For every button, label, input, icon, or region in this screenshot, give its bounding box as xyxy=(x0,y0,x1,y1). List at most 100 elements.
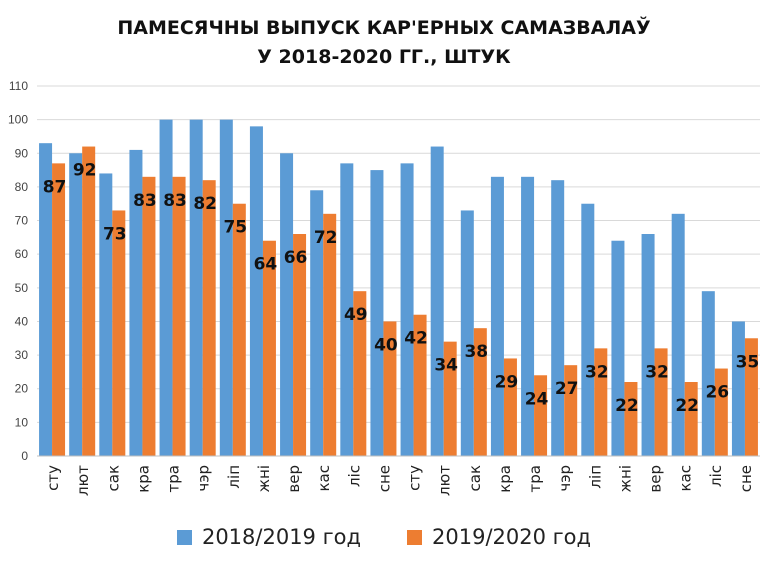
data-label: 29 xyxy=(495,372,519,392)
data-label: 22 xyxy=(675,396,699,416)
bar-series-2 xyxy=(202,180,216,456)
x-tick-label: тра xyxy=(526,465,544,492)
bar-series-1 xyxy=(581,203,595,456)
bar-series-1 xyxy=(430,146,444,456)
legend-swatch-series-2 xyxy=(407,529,422,545)
bar-series-1 xyxy=(490,176,504,456)
data-label: 73 xyxy=(103,224,127,244)
bar-series-2 xyxy=(534,375,548,456)
bar-series-2 xyxy=(383,321,397,456)
data-label: 64 xyxy=(254,255,278,275)
data-label: 75 xyxy=(223,218,247,238)
legend-label-series-1: 2018/2019 год xyxy=(201,525,361,549)
y-tick-label: 0 xyxy=(21,449,28,463)
bar-series-1 xyxy=(551,180,565,456)
x-tick-label: сне xyxy=(737,465,755,492)
bar-series-1 xyxy=(249,126,263,456)
bar-series-2 xyxy=(443,341,457,456)
bar-series-1 xyxy=(641,234,655,456)
data-label: 83 xyxy=(163,191,187,211)
bar-series-1 xyxy=(611,240,625,456)
y-tick-label: 40 xyxy=(15,314,29,328)
chart-legend: 2018/2019 год 2019/2020 год xyxy=(0,525,768,549)
y-tick-label: 70 xyxy=(15,214,29,228)
bar-series-2 xyxy=(172,176,186,456)
bar-series-2 xyxy=(262,240,276,456)
data-label: 72 xyxy=(314,228,338,248)
data-label: 24 xyxy=(525,389,549,409)
bar-series-2 xyxy=(323,213,337,456)
data-label: 32 xyxy=(645,362,669,382)
x-tick-label: кра xyxy=(496,465,514,493)
y-tick-label: 90 xyxy=(15,146,29,160)
bar-series-1 xyxy=(340,163,354,456)
bar-series-1 xyxy=(129,149,143,456)
data-label: 35 xyxy=(736,352,760,372)
x-tick-label: сне xyxy=(375,465,393,492)
data-label: 42 xyxy=(404,329,428,349)
bar-series-1 xyxy=(39,143,53,456)
data-label: 40 xyxy=(374,335,398,355)
y-tick-label: 80 xyxy=(15,180,29,194)
bar-series-1 xyxy=(310,190,324,457)
x-tick-label: сту xyxy=(406,465,424,491)
bar-series-2 xyxy=(714,368,728,456)
bar-series-1 xyxy=(460,210,474,456)
bar-series-2 xyxy=(684,382,698,456)
bar-series-1 xyxy=(731,321,745,456)
bar-series-2 xyxy=(232,203,246,456)
y-tick-label: 60 xyxy=(15,247,29,261)
data-label: 22 xyxy=(615,396,639,416)
bar-series-1 xyxy=(219,119,233,457)
bar-series-1 xyxy=(280,153,294,457)
bar-series-1 xyxy=(370,170,384,456)
x-tick-label: чэр xyxy=(556,465,574,492)
x-tick-label: ліп xyxy=(225,465,243,489)
data-label: 92 xyxy=(73,161,97,181)
bar-series-2 xyxy=(82,146,96,456)
y-tick-label: 10 xyxy=(15,415,29,429)
x-tick-label: сак xyxy=(466,465,484,492)
y-tick-label: 20 xyxy=(15,382,29,396)
legend-swatch-series-1 xyxy=(176,529,192,545)
data-label: 26 xyxy=(705,383,729,403)
bar-series-2 xyxy=(744,338,758,456)
bar-series-1 xyxy=(159,119,173,457)
bar-series-1 xyxy=(521,176,535,456)
bar-series-2 xyxy=(52,163,66,456)
x-tick-label: сту xyxy=(44,465,62,491)
bar-series-2 xyxy=(503,358,517,456)
bar-series-2 xyxy=(142,176,156,456)
x-tick-label: вер xyxy=(647,465,665,493)
data-label: 27 xyxy=(555,379,579,399)
data-label: 49 xyxy=(344,305,368,325)
x-tick-label: сак xyxy=(104,465,122,492)
x-tick-label: чэр xyxy=(195,465,213,492)
x-tick-label: жні xyxy=(255,465,273,493)
x-tick-label: ліп xyxy=(586,465,604,489)
x-tick-label: кас xyxy=(677,465,695,492)
bar-series-2 xyxy=(112,210,126,456)
x-tick-label: кра xyxy=(134,465,152,493)
bar-series-1 xyxy=(701,291,715,456)
data-label: 66 xyxy=(284,248,308,268)
x-tick-label: ліс xyxy=(707,465,725,487)
legend-label-series-2: 2019/2020 год xyxy=(432,525,592,549)
legend-item-series-1: 2018/2019 год xyxy=(176,525,361,549)
bar-series-1 xyxy=(99,173,113,457)
data-label: 82 xyxy=(193,194,217,214)
bar-series-2 xyxy=(353,291,367,456)
bar-series-2 xyxy=(624,382,638,456)
x-tick-label: жні xyxy=(616,465,634,493)
chart-title-line2: У 2018-2020 ГГ., ШТУК xyxy=(257,46,511,68)
y-tick-label: 50 xyxy=(15,281,29,295)
bar-series-2 xyxy=(564,365,578,456)
y-tick-label: 30 xyxy=(15,348,29,362)
bar-series-2 xyxy=(473,328,487,456)
bar-series-2 xyxy=(654,348,668,456)
y-tick-label: 100 xyxy=(8,113,28,127)
x-tick-label: лют xyxy=(436,465,454,496)
data-label: 87 xyxy=(43,177,67,197)
